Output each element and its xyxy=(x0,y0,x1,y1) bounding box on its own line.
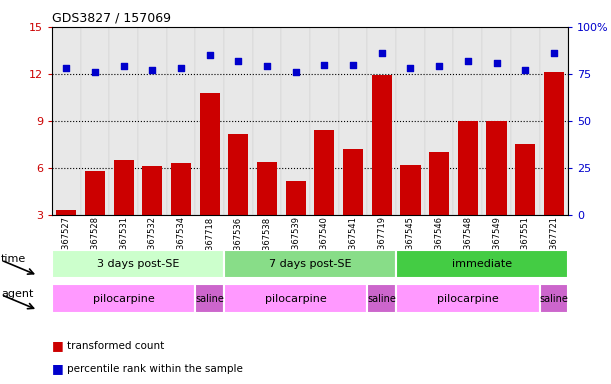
Text: ■: ■ xyxy=(52,362,64,375)
Bar xyxy=(138,27,167,215)
Bar xyxy=(367,284,396,313)
Bar xyxy=(196,284,224,313)
Bar xyxy=(540,27,568,215)
Bar xyxy=(81,27,109,215)
Bar xyxy=(310,27,338,215)
Bar xyxy=(396,27,425,215)
Bar xyxy=(282,27,310,215)
Point xyxy=(233,58,243,64)
Point xyxy=(262,63,272,70)
Point xyxy=(119,63,128,70)
Bar xyxy=(114,160,134,215)
Bar xyxy=(429,152,449,215)
Point xyxy=(147,67,157,73)
Text: saline: saline xyxy=(367,293,396,304)
Point xyxy=(463,58,473,64)
Bar xyxy=(540,284,568,313)
Point xyxy=(90,69,100,75)
Bar xyxy=(56,210,76,215)
Bar xyxy=(338,27,367,215)
Point xyxy=(176,65,186,71)
Bar xyxy=(515,144,535,215)
Bar xyxy=(396,284,540,313)
Bar xyxy=(224,27,253,215)
Bar xyxy=(224,250,396,278)
Text: 3 days post-SE: 3 days post-SE xyxy=(97,259,179,269)
Bar xyxy=(367,27,396,215)
Bar xyxy=(52,27,81,215)
Bar xyxy=(482,27,511,215)
Bar xyxy=(52,250,224,278)
Bar xyxy=(253,27,282,215)
Point xyxy=(549,50,559,56)
Bar xyxy=(315,131,334,215)
Text: saline: saline xyxy=(196,293,224,304)
Text: percentile rank within the sample: percentile rank within the sample xyxy=(67,364,243,374)
Point xyxy=(406,65,415,71)
Point xyxy=(377,50,387,56)
Text: saline: saline xyxy=(540,293,568,304)
Text: pilocarpine: pilocarpine xyxy=(265,293,327,304)
Bar xyxy=(196,27,224,215)
Bar xyxy=(224,284,367,313)
Point xyxy=(61,65,71,71)
Bar xyxy=(544,72,564,215)
Text: time: time xyxy=(1,254,26,265)
Text: GDS3827 / 157069: GDS3827 / 157069 xyxy=(52,12,171,25)
Point xyxy=(492,60,502,66)
Bar xyxy=(425,27,453,215)
Bar xyxy=(229,134,249,215)
Text: pilocarpine: pilocarpine xyxy=(437,293,499,304)
Bar xyxy=(142,166,163,215)
Bar xyxy=(486,121,507,215)
Text: pilocarpine: pilocarpine xyxy=(93,293,155,304)
Bar xyxy=(400,165,420,215)
Bar xyxy=(52,284,196,313)
Text: ■: ■ xyxy=(52,339,64,352)
Point xyxy=(434,63,444,70)
Bar xyxy=(109,27,138,215)
Bar xyxy=(343,149,363,215)
Point xyxy=(205,52,214,58)
Text: 7 days post-SE: 7 days post-SE xyxy=(269,259,351,269)
Bar xyxy=(458,121,478,215)
Text: agent: agent xyxy=(1,289,34,299)
Text: immediate: immediate xyxy=(452,259,512,269)
Bar xyxy=(167,27,196,215)
Bar xyxy=(396,250,568,278)
Point xyxy=(291,69,301,75)
Bar xyxy=(511,27,540,215)
Point xyxy=(320,61,329,68)
Bar xyxy=(371,76,392,215)
Bar xyxy=(200,93,220,215)
Text: transformed count: transformed count xyxy=(67,341,164,351)
Bar xyxy=(453,27,482,215)
Point xyxy=(521,67,530,73)
Bar xyxy=(171,163,191,215)
Bar xyxy=(257,162,277,215)
Bar xyxy=(286,180,306,215)
Bar xyxy=(85,171,105,215)
Point xyxy=(348,61,358,68)
